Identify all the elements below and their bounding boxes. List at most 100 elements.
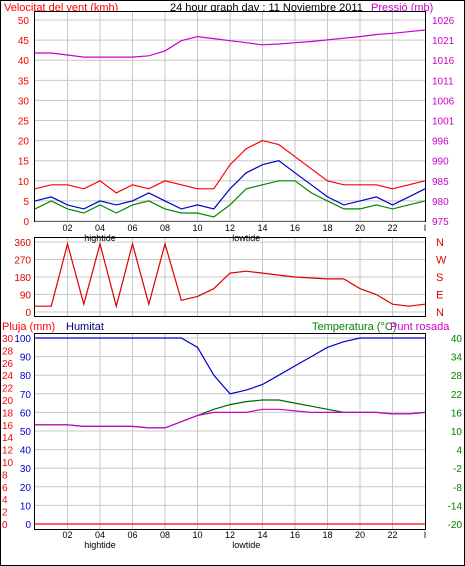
temperature-tick-label: -20 <box>448 520 463 531</box>
pressure-tick-label: 1011 <box>432 76 454 87</box>
rain-tick-label: 8 <box>2 470 8 481</box>
rain-tick-label: 30 <box>2 334 14 345</box>
x-tick-label: 02 <box>62 223 72 233</box>
rain-tick-label: 6 <box>2 483 8 494</box>
x-tick-label: 10 <box>192 530 202 540</box>
rain-tick-label: 16 <box>2 421 14 432</box>
rain-label: Pluja (mm) <box>2 321 55 333</box>
rain-tick-label: 4 <box>2 495 8 506</box>
humidity-tick-label: 70 <box>20 390 32 401</box>
direction-tick-label: 0 <box>25 308 31 319</box>
pressure-tick-label: 996 <box>432 137 449 148</box>
dewpoint-label: Punt rosada <box>390 321 450 333</box>
direction-tick-label: 270 <box>14 256 31 267</box>
x-tick-label: 12 <box>225 223 235 233</box>
pressure-tick-label: 1001 <box>432 117 455 128</box>
x-tick-label: 02 <box>62 530 72 540</box>
x-tick-label: 18 <box>322 530 332 540</box>
tide-label-high: hightide <box>84 233 116 243</box>
humidity-tick-label: 90 <box>20 353 32 364</box>
compass-label: N <box>436 307 444 319</box>
rain-tick-label: 28 <box>2 346 14 357</box>
x-tick-label: 04 <box>95 530 105 540</box>
x-tick-label: 22 <box>387 223 397 233</box>
temperature-tick-label: 40 <box>451 334 463 345</box>
temperature-tick-label: -8 <box>453 483 462 494</box>
temperature-tick-label: -14 <box>448 501 463 512</box>
pressure-tick-label: 990 <box>432 157 449 168</box>
temperature-tick-label: 16 <box>451 408 463 419</box>
humidity-tick-label: 60 <box>20 408 32 419</box>
rain-tick-label: 2 <box>2 508 8 519</box>
rain-tick-label: 10 <box>2 458 14 469</box>
rain-tick-label: 0 <box>2 520 8 531</box>
tide-label-low: lowtide <box>232 233 260 243</box>
x-tick-label: 14 <box>257 530 267 540</box>
temperature-tick-label: 4 <box>456 446 462 457</box>
x-tick-label: 04 <box>95 223 105 233</box>
compass-label: N <box>436 237 444 249</box>
x-tick-label: 20 <box>355 223 365 233</box>
rain-tick-label: 26 <box>2 359 14 370</box>
series-humidity <box>35 337 425 395</box>
temperature-tick-label: -2 <box>453 464 462 475</box>
pressure-tick-label: 1006 <box>432 96 455 107</box>
series-average <box>34 160 426 210</box>
x-tick-label: 06 <box>127 223 137 233</box>
direction-tick-label: 360 <box>14 238 31 249</box>
x-tick-label: 12 <box>225 530 235 540</box>
wind-tick-label: 15 <box>18 157 30 168</box>
plot-layer: 0510152025303540455097598098599099610011… <box>2 12 462 550</box>
direction-tick-label: 180 <box>14 273 31 284</box>
wind-tick-label: 35 <box>18 76 30 87</box>
temperature-tick-label: 10 <box>451 427 463 438</box>
wind-tick-label: 50 <box>18 16 30 27</box>
pressure-tick-label: 975 <box>432 217 449 228</box>
x-tick-label: I <box>424 223 427 233</box>
pressure-tick-label: 1026 <box>432 16 455 27</box>
compass-label: S <box>436 272 443 284</box>
x-tick-label: 16 <box>290 530 300 540</box>
wind-tick-label: 20 <box>18 137 30 148</box>
wind-tick-label: 5 <box>23 197 29 208</box>
tide-label-low: lowtide <box>232 540 260 550</box>
compass-label: W <box>436 255 447 267</box>
humidity-tick-label: 50 <box>20 427 32 438</box>
x-tick-label: 18 <box>322 223 332 233</box>
wind-tick-label: 30 <box>18 96 30 107</box>
wind-tick-label: 25 <box>18 117 30 128</box>
x-tick-label: 08 <box>160 223 170 233</box>
compass-label: E <box>436 290 443 302</box>
x-tick-label: 08 <box>160 530 170 540</box>
humidity-tick-label: 40 <box>20 446 32 457</box>
pressure-tick-label: 980 <box>432 197 449 208</box>
rain-tick-label: 14 <box>2 433 14 444</box>
temperature-tick-label: 34 <box>451 353 463 364</box>
x-tick-label: 22 <box>387 530 397 540</box>
series-direction <box>35 241 426 309</box>
wind-tick-label: 0 <box>23 217 29 228</box>
pressure-tick-label: 1021 <box>432 36 455 47</box>
x-tick-label: 16 <box>290 223 300 233</box>
humidity-tick-label: 100 <box>14 334 31 345</box>
direction-tick-label: 90 <box>20 291 32 302</box>
humidity-tick-label: 10 <box>20 501 32 512</box>
temperature-tick-label: 22 <box>451 390 463 401</box>
x-tick-label: 06 <box>127 530 137 540</box>
series-gust <box>34 139 426 194</box>
x-tick-label: 20 <box>355 530 365 540</box>
humidity-tick-label: 30 <box>20 464 32 475</box>
series-dewpoint <box>35 408 426 429</box>
rain-tick-label: 12 <box>2 446 14 457</box>
humidity-tick-label: 0 <box>25 520 31 531</box>
pressure-tick-label: 1016 <box>432 56 455 67</box>
rain-tick-label: 20 <box>2 396 14 407</box>
wind-tick-label: 10 <box>18 177 30 188</box>
rain-tick-label: 18 <box>2 408 14 419</box>
wind-tick-label: 45 <box>18 36 30 47</box>
pressure-tick-label: 985 <box>432 177 449 188</box>
temperature-label: Temperatura (°C) <box>312 321 396 333</box>
wind-tick-label: 40 <box>18 56 30 67</box>
rain-tick-label: 24 <box>2 371 14 382</box>
